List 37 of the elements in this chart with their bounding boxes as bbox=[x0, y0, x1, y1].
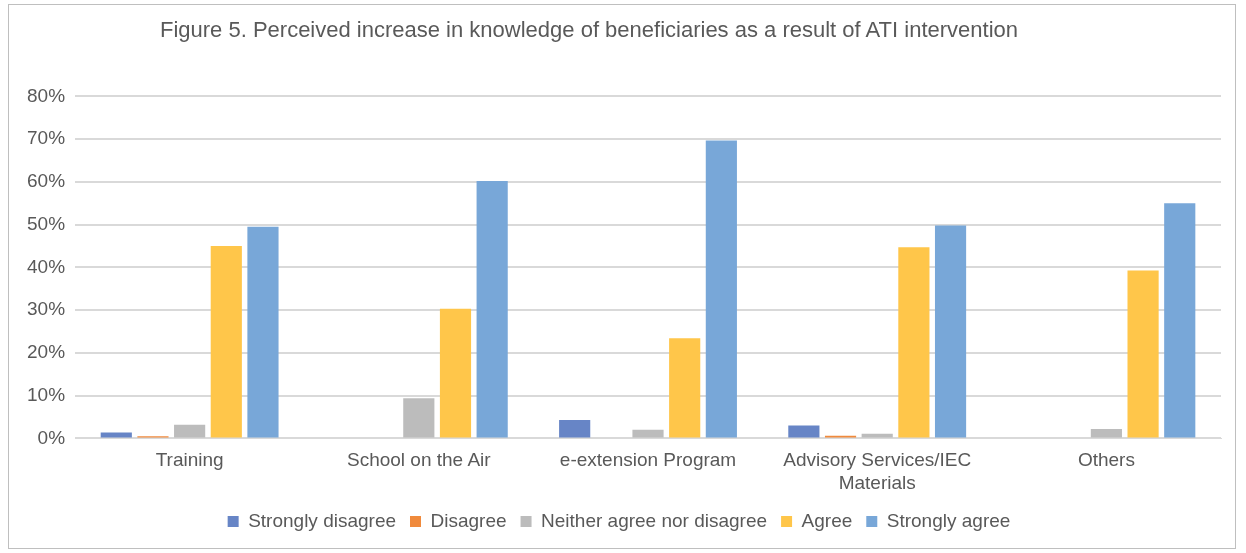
legend-label: Agree bbox=[801, 509, 853, 531]
bar bbox=[476, 181, 508, 438]
bar bbox=[174, 424, 206, 438]
bar bbox=[705, 140, 737, 438]
legend-label: Neither agree nor disagree bbox=[541, 509, 768, 531]
x-tick-label: School on the Air bbox=[346, 449, 492, 471]
y-tick-label: 20% bbox=[27, 341, 66, 363]
x-tick-label: Others bbox=[1077, 449, 1135, 471]
bar bbox=[559, 420, 591, 438]
bar bbox=[898, 247, 930, 438]
y-tick-label: 80% bbox=[27, 84, 66, 106]
bar bbox=[1090, 429, 1122, 438]
bar bbox=[669, 338, 701, 438]
bar bbox=[210, 246, 242, 438]
bar bbox=[1127, 270, 1159, 438]
bar bbox=[439, 308, 472, 438]
bar bbox=[632, 429, 664, 438]
legend-label: Disagree bbox=[430, 509, 507, 531]
x-tick-label: Training bbox=[155, 449, 224, 471]
x-tick-label: Advisory Services/IEC Materials bbox=[783, 449, 972, 493]
bar bbox=[403, 398, 435, 438]
legend-label: Strongly agree bbox=[886, 509, 1011, 531]
y-tick-label: 0% bbox=[37, 426, 66, 448]
bar bbox=[100, 432, 132, 438]
bar bbox=[1164, 203, 1196, 438]
legend-label: Strongly disagree bbox=[248, 509, 397, 531]
y-tick-label: 10% bbox=[27, 383, 66, 405]
y-tick-label: 70% bbox=[27, 127, 66, 149]
bar bbox=[247, 226, 279, 438]
y-tick-label: 30% bbox=[27, 298, 66, 320]
y-tick-label: 40% bbox=[27, 255, 66, 277]
x-tick-label: e-extension Program bbox=[559, 449, 737, 471]
bar bbox=[934, 225, 967, 438]
chart-title: Figure 5. Perceived increase in knowledge of beneficiaries as a result of ATI intervention bbox=[158, 16, 1020, 44]
y-tick-label: 50% bbox=[27, 212, 66, 234]
bar bbox=[788, 425, 820, 438]
y-tick-label: 60% bbox=[27, 170, 66, 192]
